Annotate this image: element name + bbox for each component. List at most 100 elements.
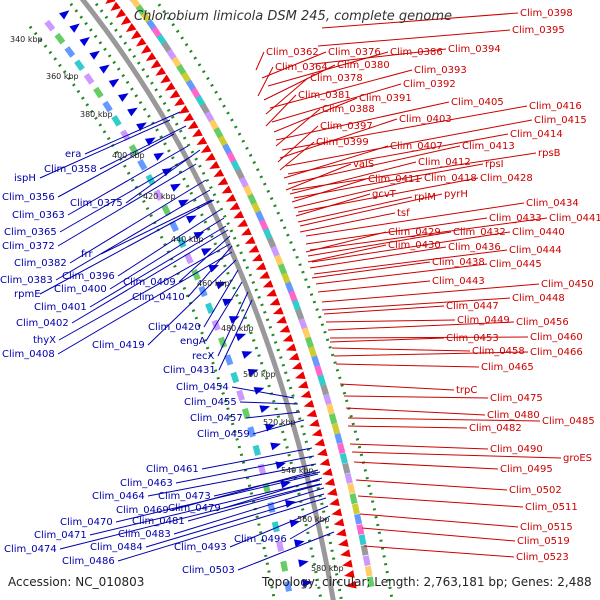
gene-label[interactable]: Clim_0523 bbox=[516, 552, 569, 563]
gene-label[interactable]: Clim_0364 bbox=[275, 62, 328, 73]
gene-label[interactable]: thyX bbox=[33, 335, 56, 346]
gene-label[interactable]: Clim_0486 bbox=[62, 556, 115, 567]
gene-label[interactable]: Clim_0515 bbox=[520, 522, 573, 533]
gene-label[interactable]: Clim_0430 bbox=[388, 240, 441, 251]
gene-label[interactable]: Clim_0402 bbox=[16, 318, 69, 329]
gene-label[interactable]: Clim_0398 bbox=[520, 8, 573, 19]
gene-label[interactable]: Clim_0481 bbox=[132, 516, 185, 527]
gene-label[interactable]: Clim_0443 bbox=[432, 276, 485, 287]
gene-label[interactable]: Clim_0456 bbox=[516, 317, 569, 328]
gene-label[interactable]: rpsI bbox=[485, 159, 504, 170]
gene-label[interactable]: Clim_0433 bbox=[489, 213, 542, 224]
gene-label[interactable]: Clim_0396 bbox=[62, 271, 115, 282]
gene-label[interactable]: Clim_0457 bbox=[190, 413, 243, 424]
gene-label[interactable]: Clim_0474 bbox=[4, 544, 57, 555]
gene-label[interactable]: Clim_0401 bbox=[34, 302, 87, 313]
gene-label[interactable]: Clim_0419 bbox=[92, 340, 145, 351]
gene-label[interactable]: trpC bbox=[456, 385, 477, 396]
gene-label[interactable]: pyrH bbox=[444, 189, 468, 200]
gene-label[interactable]: Clim_0382 bbox=[14, 258, 67, 269]
gene-label[interactable]: Clim_0376 bbox=[328, 47, 381, 58]
gene-label[interactable]: Clim_0480 bbox=[487, 410, 540, 421]
gene-label[interactable]: Clim_0444 bbox=[509, 245, 562, 256]
gene-label[interactable]: recX bbox=[192, 351, 215, 362]
gene-label[interactable]: Clim_0381 bbox=[298, 90, 351, 101]
gene-label[interactable]: Clim_0496 bbox=[234, 534, 287, 545]
gene-label[interactable]: Clim_0365 bbox=[4, 227, 57, 238]
gene-label[interactable]: Clim_0418 bbox=[424, 173, 477, 184]
gene-label[interactable]: Clim_0413 bbox=[462, 141, 515, 152]
gene-label[interactable]: Clim_0459 bbox=[197, 429, 250, 440]
gene-label[interactable]: Clim_0471 bbox=[34, 530, 87, 541]
gene-label[interactable]: Clim_0408 bbox=[2, 349, 55, 360]
gene-label[interactable]: Clim_0447 bbox=[446, 301, 499, 312]
gene-label[interactable]: Clim_0403 bbox=[399, 114, 452, 125]
gene-label[interactable]: Clim_0479 bbox=[168, 503, 221, 514]
gene-label[interactable]: Clim_0414 bbox=[510, 129, 563, 140]
gene-label[interactable]: groES bbox=[563, 453, 592, 464]
gene-label[interactable]: Clim_0503 bbox=[182, 565, 235, 576]
gene-label[interactable]: Clim_0461 bbox=[146, 464, 199, 475]
gene-label[interactable]: era bbox=[65, 149, 81, 160]
gene-label[interactable]: Clim_0465 bbox=[481, 362, 534, 373]
gene-label[interactable]: Clim_0358 bbox=[44, 164, 97, 175]
gene-label[interactable]: Clim_0466 bbox=[530, 347, 583, 358]
gene-label[interactable]: Clim_0475 bbox=[490, 393, 543, 404]
gene-label[interactable]: Clim_0458 bbox=[472, 346, 525, 357]
gene-label[interactable]: Clim_0493 bbox=[174, 542, 227, 553]
gene-label[interactable]: Clim_0388 bbox=[322, 104, 375, 115]
gene-label[interactable]: Clim_0449 bbox=[457, 315, 510, 326]
gene-label[interactable]: Clim_0393 bbox=[414, 65, 467, 76]
gene-label[interactable]: Clim_0502 bbox=[509, 485, 562, 496]
gene-label[interactable]: valS bbox=[353, 159, 374, 170]
gene-label[interactable]: Clim_0416 bbox=[529, 101, 582, 112]
gene-label[interactable]: Clim_0383 bbox=[0, 275, 53, 286]
gene-label[interactable]: gcvT bbox=[372, 189, 397, 200]
gene-label[interactable]: Clim_0453 bbox=[446, 333, 499, 344]
gene-label[interactable]: Clim_0434 bbox=[526, 198, 579, 209]
gene-label[interactable]: Clim_0441 bbox=[549, 213, 600, 224]
gene-label[interactable]: rpmE bbox=[14, 289, 41, 300]
gene-label[interactable]: Clim_0438 bbox=[432, 257, 485, 268]
gene-label[interactable]: Clim_0473 bbox=[158, 491, 211, 502]
gene-label[interactable]: Clim_0362 bbox=[266, 47, 319, 58]
gene-label[interactable]: Clim_0405 bbox=[451, 97, 504, 108]
gene-label[interactable]: Clim_0484 bbox=[90, 542, 143, 553]
gene-label[interactable]: Clim_0420 bbox=[148, 322, 201, 333]
gene-label[interactable]: tsf bbox=[397, 208, 410, 219]
gene-label[interactable]: Clim_0372 bbox=[2, 241, 55, 252]
gene-label[interactable]: Clim_0490 bbox=[490, 444, 543, 455]
gene-label[interactable]: rplM bbox=[414, 192, 436, 203]
gene-label[interactable]: Clim_0375 bbox=[70, 198, 123, 209]
gene-label[interactable]: Clim_0391 bbox=[359, 93, 412, 104]
gene-label[interactable]: Clim_0409 bbox=[123, 277, 176, 288]
gene-label[interactable]: Clim_0436 bbox=[448, 242, 501, 253]
gene-label[interactable]: Clim_0485 bbox=[542, 416, 595, 427]
gene-label[interactable]: Clim_0455 bbox=[184, 397, 237, 408]
gene-label[interactable]: Clim_0495 bbox=[500, 464, 553, 475]
gene-label[interactable]: Clim_0431 bbox=[163, 365, 216, 376]
gene-label[interactable]: Clim_0410 bbox=[132, 292, 185, 303]
gene-label[interactable]: Clim_0363 bbox=[12, 210, 65, 221]
gene-label[interactable]: Clim_0397 bbox=[320, 121, 373, 132]
gene-label[interactable]: Clim_0394 bbox=[448, 44, 501, 55]
gene-label[interactable]: Clim_0399 bbox=[316, 137, 369, 148]
gene-label[interactable]: Clim_0440 bbox=[512, 227, 565, 238]
gene-label[interactable]: Clim_0428 bbox=[480, 173, 533, 184]
gene-label[interactable]: Clim_0411 bbox=[368, 174, 421, 185]
gene-label[interactable]: Clim_0407 bbox=[390, 141, 443, 152]
gene-label[interactable]: Clim_0463 bbox=[120, 478, 173, 489]
gene-label[interactable]: Clim_0448 bbox=[512, 293, 565, 304]
gene-label[interactable]: Clim_0429 bbox=[388, 227, 441, 238]
gene-label[interactable]: Clim_0470 bbox=[60, 517, 113, 528]
gene-label[interactable]: Clim_0395 bbox=[512, 25, 565, 36]
gene-label[interactable]: Clim_0511 bbox=[525, 502, 578, 513]
gene-label[interactable]: Clim_0445 bbox=[489, 259, 542, 270]
gene-label[interactable]: Clim_0483 bbox=[118, 529, 171, 540]
gene-label[interactable]: Clim_0482 bbox=[469, 423, 522, 434]
gene-label[interactable]: Clim_0432 bbox=[453, 227, 506, 238]
gene-label[interactable]: Clim_0415 bbox=[534, 115, 587, 126]
gene-label[interactable]: Clim_0356 bbox=[2, 192, 55, 203]
gene-label[interactable]: Clim_0460 bbox=[530, 332, 583, 343]
gene-label[interactable]: Clim_0378 bbox=[310, 73, 363, 84]
